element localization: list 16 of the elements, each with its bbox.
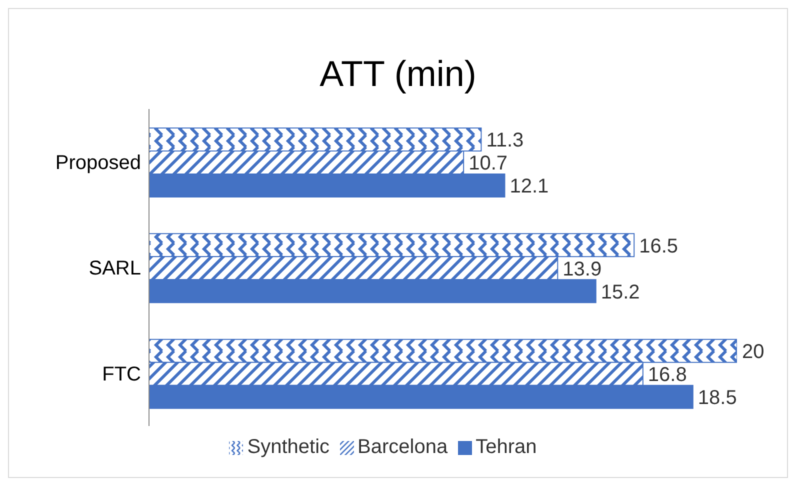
chart-title: ATT (min) xyxy=(318,52,478,96)
data-label: 13.9 xyxy=(562,258,602,280)
legend-label: Synthetic xyxy=(247,436,330,458)
data-label: 12.1 xyxy=(510,176,549,198)
data-label: 11.3 xyxy=(486,130,524,152)
y-tick-label: FTC xyxy=(102,363,141,386)
y-tick-label: SARL xyxy=(88,258,141,280)
data-label: 16.8 xyxy=(648,364,687,386)
data-label: 16.5 xyxy=(639,235,678,258)
legend-label: Barcelona xyxy=(358,436,448,458)
data-label: 18.5 xyxy=(698,386,737,409)
data-label: 10.7 xyxy=(468,152,508,175)
legend-label: Tehran xyxy=(476,436,537,458)
data-label: 15.2 xyxy=(600,281,640,304)
data-label: 20 xyxy=(742,340,764,363)
y-tick-label: Proposed xyxy=(55,152,141,174)
